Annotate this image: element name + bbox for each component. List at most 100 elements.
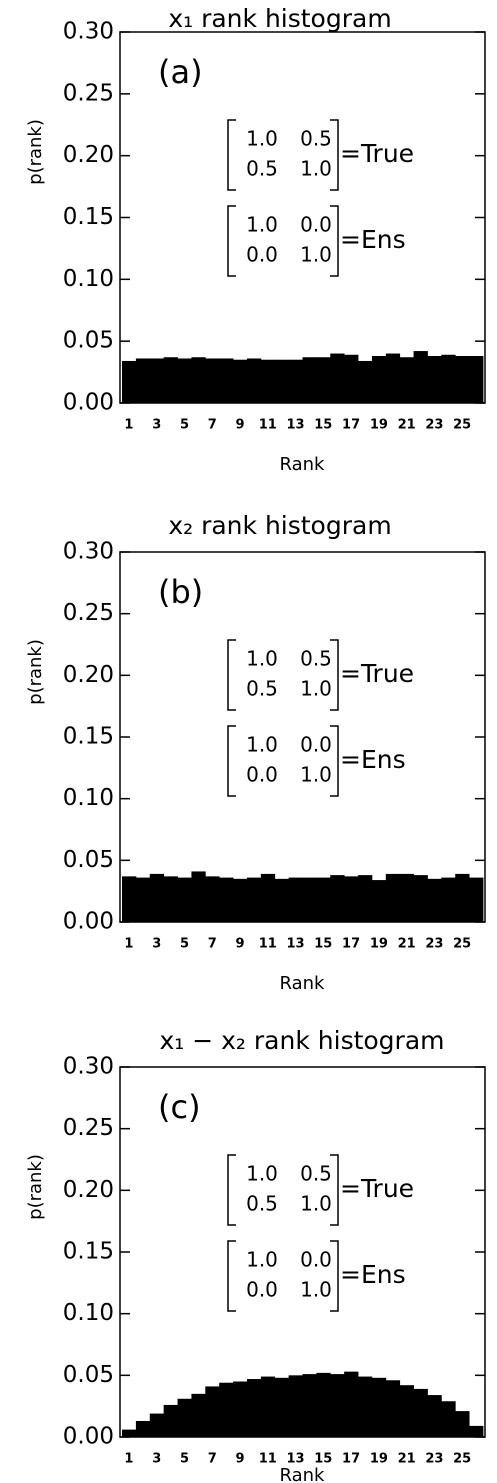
x-tick-label: 7 — [208, 937, 217, 952]
bar — [177, 358, 192, 403]
bar — [441, 877, 456, 922]
matrix-label: =Ens — [340, 1260, 406, 1289]
bar — [135, 877, 151, 922]
bar — [149, 1413, 165, 1437]
x-tick-label: 1 — [124, 1452, 133, 1467]
x-tick-label: 15 — [314, 1452, 332, 1467]
bar — [385, 353, 401, 403]
bar — [288, 1375, 303, 1437]
matrix-entry: 0.0 — [246, 763, 278, 787]
y-tick-label: 0.30 — [63, 539, 114, 565]
bar — [441, 1401, 456, 1437]
x-tick-label: 13 — [287, 418, 305, 433]
chart-title: x₁ rank histogram — [168, 4, 391, 33]
x-tick-label: 11 — [259, 1452, 277, 1467]
bracket — [227, 1240, 236, 1312]
bar — [260, 359, 276, 403]
x-tick-label: 19 — [370, 418, 388, 433]
matrix-entry: 0.5 — [246, 677, 278, 701]
bar — [302, 357, 317, 403]
bracket — [227, 725, 236, 797]
bar — [246, 1379, 262, 1437]
matrix-label: =Ens — [340, 225, 406, 254]
bracket — [330, 119, 339, 191]
bar — [219, 1382, 234, 1437]
bar — [371, 1377, 387, 1437]
y-tick-label: 0.00 — [63, 390, 114, 416]
x-tick-label: 3 — [152, 1452, 161, 1467]
bar — [413, 351, 428, 403]
matrix-entry: 1.0 — [246, 213, 278, 237]
bar — [413, 875, 428, 922]
y-tick-label: 0.00 — [63, 1424, 114, 1450]
x-tick-label: 21 — [398, 937, 416, 952]
x-tick-label: 1 — [124, 418, 133, 433]
matrix-entry: 1.0 — [300, 763, 332, 787]
bar — [260, 1376, 276, 1437]
bar — [191, 871, 206, 922]
bar — [205, 1386, 220, 1437]
bar — [371, 880, 387, 922]
bracket — [227, 1154, 236, 1226]
bar — [344, 354, 359, 403]
matrix-entry: 0.0 — [246, 243, 278, 267]
bar — [316, 357, 331, 403]
bar — [330, 353, 345, 403]
x-tick-label: 25 — [453, 937, 471, 952]
bar — [246, 358, 262, 403]
x-tick-label: 19 — [370, 937, 388, 952]
matrix-entry: 0.5 — [246, 157, 278, 181]
bar — [469, 1425, 484, 1437]
y-tick-label: 0.15 — [63, 1239, 114, 1265]
bracket — [330, 205, 339, 277]
bar — [149, 358, 165, 403]
x-tick-label: 23 — [425, 937, 443, 952]
bar — [122, 360, 137, 403]
chart-title: x₂ rank histogram — [168, 511, 391, 540]
matrix-entry: 0.5 — [300, 647, 332, 671]
bar — [316, 877, 331, 922]
bar — [455, 356, 470, 403]
y-tick-label: 0.00 — [63, 909, 114, 935]
matrix-entry: 1.0 — [246, 647, 278, 671]
matrix-entry: 1.0 — [300, 1192, 332, 1216]
bar — [399, 357, 414, 403]
panel-label: (b) — [158, 573, 203, 611]
bar — [219, 358, 234, 403]
bar — [427, 356, 442, 403]
bracket — [227, 119, 236, 191]
y-tick-label: 0.15 — [63, 724, 114, 750]
x-tick-label: 9 — [235, 418, 244, 433]
x-tick-label: 11 — [259, 937, 277, 952]
bar — [205, 358, 220, 403]
matrix-entry: 1.0 — [246, 733, 278, 757]
y-tick-label: 0.20 — [63, 142, 114, 168]
matrix-label: =True — [340, 1174, 414, 1203]
x-tick-label: 9 — [235, 937, 244, 952]
bar — [149, 873, 165, 922]
x-tick-label: 15 — [314, 937, 332, 952]
bar — [177, 1398, 192, 1437]
bar — [246, 877, 262, 922]
panel-label: (c) — [158, 1088, 201, 1126]
matrix-entry: 0.0 — [300, 213, 332, 237]
bar — [288, 877, 303, 922]
y-tick-label: 0.05 — [63, 847, 114, 873]
x-axis-label: Rank — [280, 973, 326, 994]
bar — [135, 1420, 151, 1437]
y-axis-label: p(rank) — [25, 119, 46, 185]
bar — [330, 1374, 345, 1437]
x-tick-label: 7 — [208, 1452, 217, 1467]
matrix-entry: 1.0 — [300, 157, 332, 181]
matrix-entry: 1.0 — [300, 677, 332, 701]
y-tick-label: 0.25 — [63, 1115, 114, 1141]
bar — [219, 877, 234, 922]
bar — [233, 359, 248, 403]
panel-label: (a) — [158, 53, 203, 91]
matrix-entry: 0.5 — [300, 127, 332, 151]
matrix-label: =True — [340, 659, 414, 688]
y-tick-label: 0.10 — [63, 1300, 114, 1326]
x-tick-label: 5 — [180, 1452, 189, 1467]
